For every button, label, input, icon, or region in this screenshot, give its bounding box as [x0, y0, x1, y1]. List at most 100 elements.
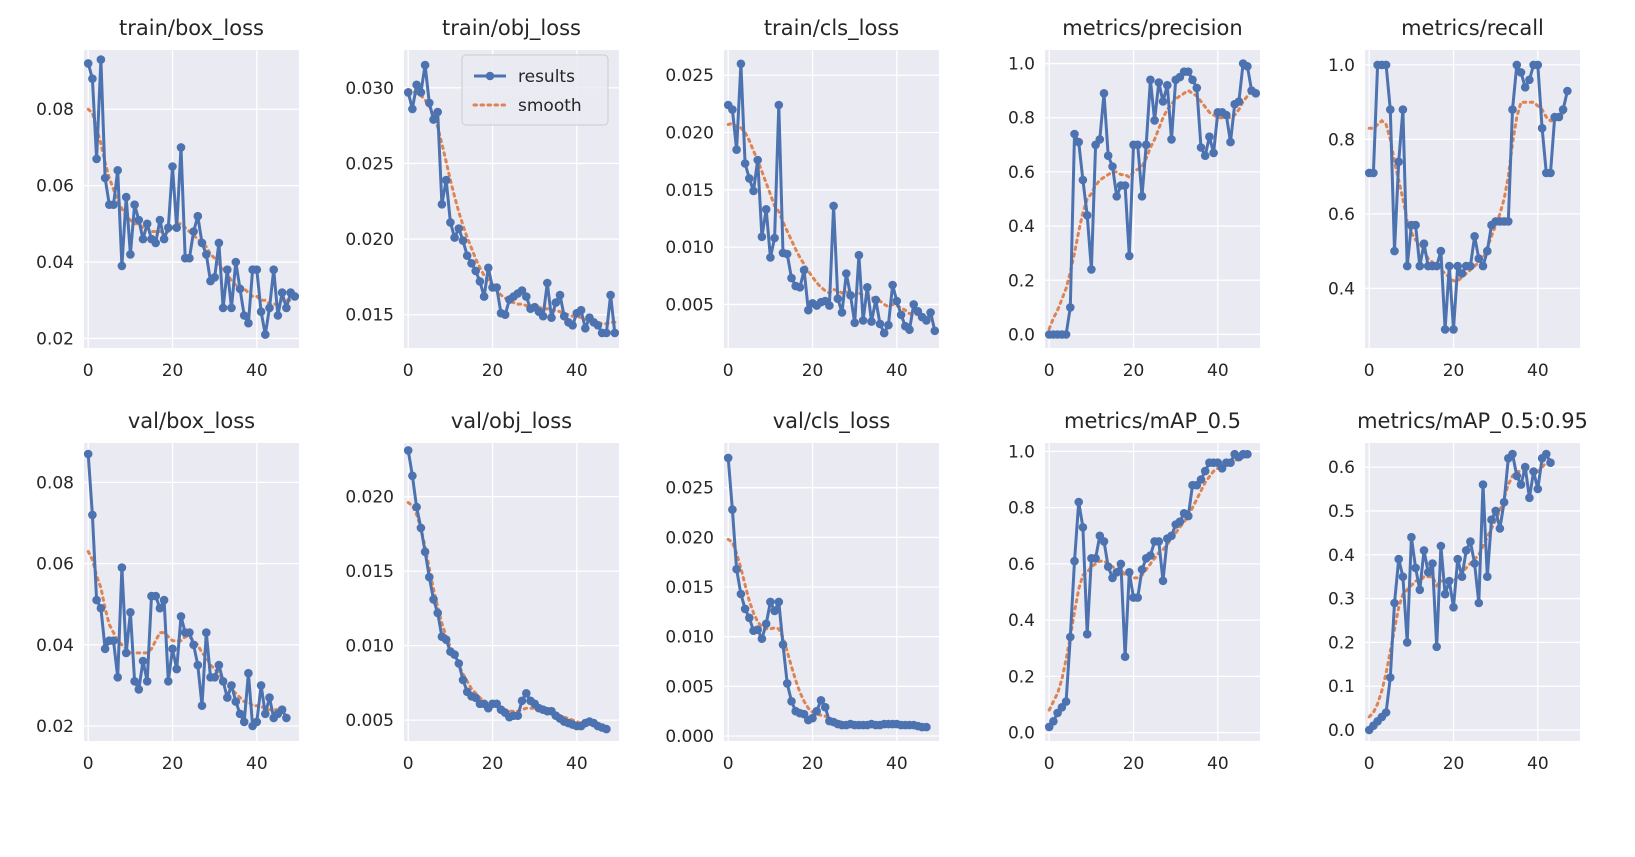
results-data-point — [1141, 140, 1151, 150]
results-data-point — [1137, 565, 1147, 574]
results-data-point — [1440, 589, 1450, 599]
results-data-point — [100, 644, 110, 654]
results-data-point — [782, 679, 792, 688]
results-data-point — [1074, 497, 1083, 507]
results-data-point — [1453, 554, 1462, 564]
subplot-title: val/box_loss — [128, 409, 255, 434]
y-tick-label: 0.0 — [1008, 724, 1035, 744]
results-data-point — [1516, 68, 1526, 77]
results-data-point — [774, 597, 784, 607]
results-data-point — [1369, 168, 1378, 178]
results-data-point — [1407, 532, 1416, 542]
y-tick-label: 0.8 — [1328, 130, 1355, 150]
y-tick-label: 0.010 — [665, 238, 714, 258]
results-data-point — [1251, 89, 1261, 98]
results-data-point — [1554, 112, 1564, 122]
results-data-point — [1074, 137, 1083, 147]
results-data-point — [740, 159, 750, 168]
results-data-point — [189, 227, 198, 236]
results-data-point — [1402, 638, 1412, 647]
results-data-point — [517, 286, 527, 295]
subplot-metrics-precision: 0 20 40 0.0 0.2 0.4 0.6 0.8 1.0 metrics/precision — [1008, 16, 1261, 381]
results-data-point — [83, 59, 93, 68]
results-data-point — [778, 640, 788, 649]
results-data-point — [1512, 471, 1522, 481]
results-data-point — [265, 303, 274, 313]
results-data-point — [1386, 105, 1395, 114]
results-data-point — [223, 693, 232, 702]
results-data-point — [837, 308, 847, 317]
results-data-point — [820, 702, 830, 712]
results-data-point — [1440, 325, 1450, 334]
y-tick-label: 0.020 — [345, 230, 394, 250]
subplot-title: train/cls_loss — [764, 16, 899, 41]
results-data-point — [1200, 466, 1210, 476]
results-data-point — [159, 234, 169, 244]
results-data-point — [134, 215, 144, 225]
x-tick-label: 40 — [886, 361, 908, 381]
results-data-point — [282, 713, 291, 723]
results-data-point — [1205, 132, 1214, 141]
results-data-point — [1125, 568, 1134, 577]
results-data-point — [732, 145, 741, 154]
results-data-point — [164, 677, 173, 686]
results-data-point — [1478, 261, 1488, 271]
results-data-point — [197, 238, 207, 248]
results-data-point — [138, 234, 148, 244]
results-data-point — [214, 238, 224, 248]
x-tick-label: 40 — [886, 754, 908, 774]
results-data-point — [576, 305, 586, 315]
subplot-title: val/cls_loss — [773, 409, 891, 434]
x-tick-label: 0 — [403, 361, 414, 381]
results-data-point — [142, 677, 152, 686]
x-tick-label: 0 — [1044, 361, 1055, 381]
y-tick-label: 0.020 — [665, 124, 714, 144]
results-data-point — [757, 634, 767, 643]
y-tick-label: 0.5 — [1328, 502, 1355, 522]
results-data-point — [471, 693, 481, 703]
y-tick-label: 0.6 — [1008, 555, 1035, 575]
results-data-point — [429, 115, 438, 124]
results-data-point — [189, 640, 198, 650]
results-data-point — [100, 173, 110, 183]
y-tick-label: 0.04 — [36, 253, 74, 273]
results-data-point — [858, 316, 868, 325]
y-tick-label: 0.2 — [1008, 667, 1035, 687]
results-data-point — [475, 277, 485, 286]
results-data-point — [425, 572, 434, 582]
results-data-point — [1158, 97, 1168, 106]
results-data-point — [239, 311, 249, 320]
results-data-point — [782, 249, 792, 259]
results-data-point — [1192, 83, 1202, 93]
results-data-point — [1103, 151, 1113, 160]
results-data-point — [871, 295, 881, 305]
results-data-point — [850, 318, 859, 328]
results-data-point — [825, 301, 834, 310]
results-data-point — [235, 284, 245, 294]
y-tick-label: 0.005 — [665, 295, 714, 315]
results-data-point — [290, 292, 300, 301]
results-data-point — [151, 238, 160, 248]
results-data-point — [202, 628, 211, 637]
results-data-point — [450, 233, 459, 242]
results-data-point — [113, 166, 122, 175]
results-data-point — [1095, 135, 1105, 144]
results-data-point — [231, 257, 241, 267]
results-data-point — [1428, 559, 1437, 568]
y-tick-label: 0.020 — [665, 528, 714, 548]
results-data-point — [766, 597, 775, 607]
results-data-point — [787, 273, 796, 283]
results-data-point — [92, 595, 101, 605]
results-data-point — [1167, 135, 1176, 144]
results-series-line — [86, 58, 296, 337]
results-data-point — [484, 263, 493, 273]
results-data-point — [134, 685, 144, 694]
x-tick-label: 40 — [566, 361, 588, 381]
x-tick-label: 20 — [482, 754, 504, 774]
results-data-point — [500, 310, 510, 320]
results-data-point — [214, 660, 224, 670]
results-data-point — [1188, 75, 1197, 85]
results-data-point — [1120, 181, 1130, 190]
results-data-point — [753, 625, 762, 634]
results-data-point — [1184, 67, 1193, 76]
